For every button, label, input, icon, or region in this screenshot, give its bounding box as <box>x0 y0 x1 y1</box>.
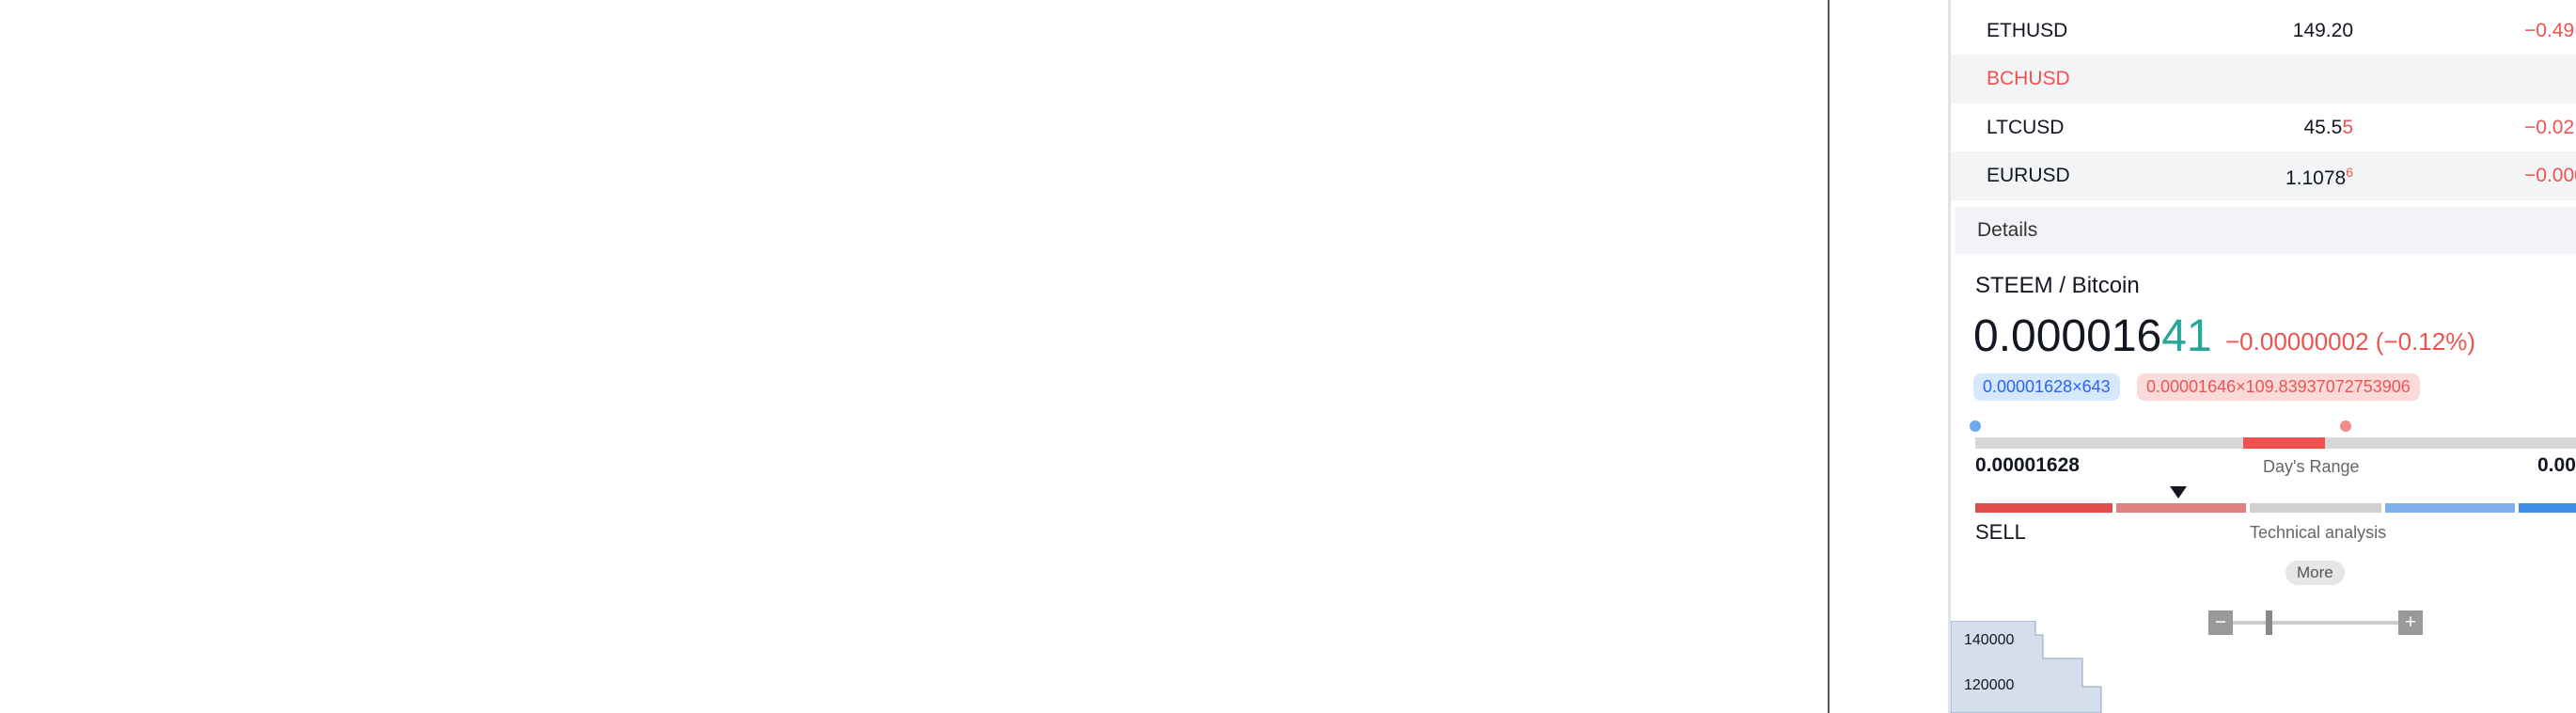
change: −0.02 <box>2524 117 2575 138</box>
change: −0.0000 <box>2524 165 2576 186</box>
last-price-main: 1.1078 <box>2285 167 2347 189</box>
rating: SELL <box>1975 520 2026 544</box>
rating-seg <box>2519 503 2576 513</box>
chart <box>1828 0 1946 713</box>
zoom-in[interactable]: + <box>2398 610 2423 635</box>
right-panel: ETHUSD 149.20 −0.49 BCHUSD LTCUSD 45.55 … <box>1948 0 2576 713</box>
depth-chart <box>1951 621 2102 713</box>
watch-row[interactable] <box>1951 8 2576 56</box>
zoom-handle[interactable] <box>2266 610 2272 635</box>
symbol: ETHUSD <box>1987 20 2068 41</box>
range-label: Day's Range <box>2263 457 2360 476</box>
change: −0.49 <box>2524 20 2575 41</box>
depth-label: 120000 <box>1964 677 2015 693</box>
rating-seg <box>1975 503 2113 513</box>
price: 0.00001641 <box>1973 310 2212 362</box>
watch-row[interactable] <box>1951 151 2576 200</box>
watch-row[interactable] <box>1951 103 2576 152</box>
range-low: 0.00001628 <box>1975 454 2080 476</box>
price-axis <box>1829 0 1946 713</box>
symbol: BCHUSD <box>1987 68 2070 89</box>
rating-seg <box>2116 503 2246 513</box>
symbol: EURUSD <box>1987 165 2070 186</box>
details-header[interactable]: Details <box>1977 219 2038 241</box>
zoom-out[interactable]: − <box>2208 610 2233 635</box>
last-price-main: 45.5 <box>2303 117 2343 138</box>
rating-pointer <box>2170 486 2187 499</box>
more-button[interactable]: More <box>2285 561 2345 585</box>
rating-seg <box>2250 503 2381 513</box>
last-price: 149.20 <box>2292 20 2353 41</box>
bid: 0.00001628×643 <box>1973 373 2120 401</box>
last-price: 45.55 <box>2303 117 2353 139</box>
watch-row[interactable] <box>1951 55 2576 103</box>
details-header-bar <box>1955 207 2576 254</box>
depth-label: 140000 <box>1964 632 2015 648</box>
rating-seg <box>2385 503 2515 513</box>
rating-label: Technical analysis <box>2250 523 2387 542</box>
last-price-tail: 5 <box>2342 117 2353 138</box>
zoom-track <box>2233 621 2408 625</box>
ask: 0.00001646×109.83937072753906 <box>2137 373 2420 401</box>
last-price-tail: 6 <box>2346 165 2353 180</box>
price-change: −0.00000002 (−0.12%) <box>2225 327 2475 356</box>
range-high: 0.00 <box>2537 454 2576 476</box>
price-tail: 41 <box>2161 311 2212 361</box>
range-marker <box>1970 420 1981 432</box>
symbol: LTCUSD <box>1987 117 2065 138</box>
price-main: 0.000016 <box>1973 311 2162 361</box>
last-price: 1.10786 <box>2285 165 2353 190</box>
range-today <box>2243 437 2325 449</box>
range-marker <box>2340 420 2351 432</box>
depth-area <box>1951 621 2102 713</box>
symbol-title: STEEM / Bitcoin <box>1975 273 2140 298</box>
